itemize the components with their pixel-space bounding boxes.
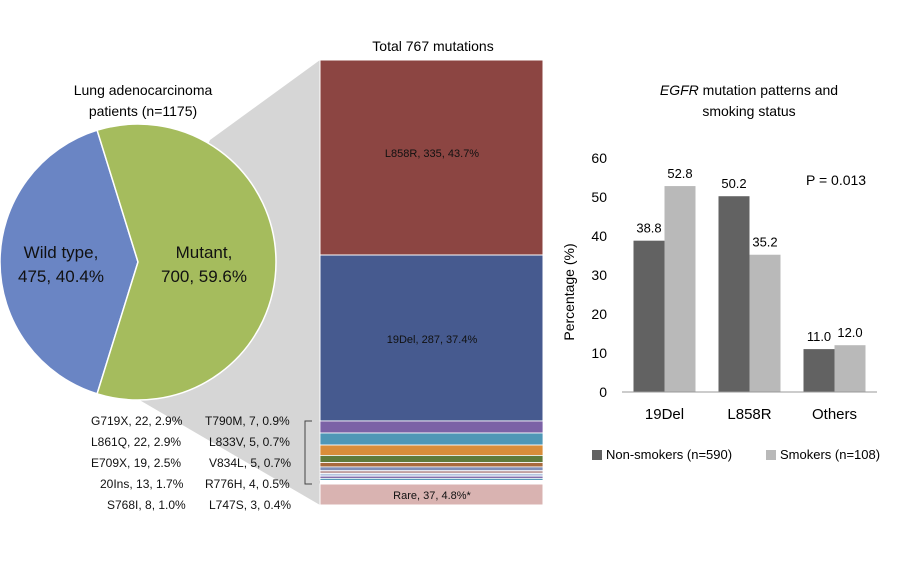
minor-label-s768i: S768I, 8, 1.0%: [107, 498, 186, 512]
bar-value-label-others-smokers: 12.0: [837, 325, 862, 340]
minor-label-e709x: E709X, 19, 2.5%: [91, 456, 182, 470]
x-category-19del: 19Del: [645, 406, 684, 423]
pie-label-mutant-line-1: Mutant,: [176, 243, 233, 262]
bar-value-label-l858r-smokers: 35.2: [752, 235, 777, 250]
bar-value-label-l858r-non-smokers: 50.2: [721, 176, 746, 191]
grouped-bar-chart: EGFR mutation patterns and smoking statu…: [561, 82, 880, 462]
minor-label-l833v: L833V, 5, 0.7%: [209, 435, 290, 449]
segment-g719x: [319, 420, 544, 434]
segment-19del: [319, 254, 544, 422]
pie-chart: Lung adenocarcinoma patients (n=1175) Wi…: [0, 82, 277, 401]
segment-t790m: [319, 466, 544, 472]
x-category-others: Others: [812, 406, 857, 423]
y-axis-label: Percentage (%): [561, 243, 577, 340]
bar-value-label-19del-smokers: 52.8: [667, 166, 692, 181]
pie-title-line-2: patients (n=1175): [89, 103, 197, 119]
segment-l858r: [319, 59, 544, 256]
stacked-bar-title: Total 767 mutations: [372, 38, 493, 54]
segment-l861q: [319, 432, 544, 446]
legend-label-non-smokers: Non-smokers (n=590): [606, 447, 732, 462]
bar-value-label-19del-non-smokers: 38.8: [636, 221, 661, 236]
p-value-annotation: P = 0.013: [806, 172, 866, 188]
bar-series: 38.8 52.8 50.2 35.2 11.0 12.0: [633, 166, 866, 392]
minor-label-g719x: G719X, 22, 2.9%: [91, 414, 183, 428]
minor-label-v834l: V834L, 5, 0.7%: [209, 456, 292, 470]
y-tick-10: 10: [591, 345, 607, 361]
minor-label-l861q: L861Q, 22, 2.9%: [91, 435, 182, 449]
stacked-bar-segments: [319, 59, 544, 506]
pie-label-wild-type-line-1: Wild type,: [24, 243, 99, 262]
minor-label-r776h: R776H, 4, 0.5%: [205, 477, 290, 491]
legend-label-smokers: Smokers (n=108): [780, 447, 880, 462]
bar-l858r-non-smokers: [718, 196, 750, 392]
segment-l747s: [319, 477, 544, 481]
segment-label-19del: 19Del, 287, 37.4%: [387, 334, 478, 346]
y-tick-40: 40: [591, 228, 607, 244]
segment-rare: [319, 483, 544, 506]
bar-chart-title-rest: mutation patterns and: [699, 82, 838, 98]
bar-19del-smokers: [664, 186, 696, 392]
legend-swatch-smokers: [766, 450, 776, 460]
segment-20ins: [319, 455, 544, 463]
segment-e709x: [319, 444, 544, 456]
pie-slice-wild-type: [0, 129, 139, 395]
pie-label-mutant-line-2: 700, 59.6%: [161, 267, 247, 286]
x-category-l858r: L858R: [727, 406, 771, 423]
segment-s768i: [319, 462, 544, 468]
bar-chart-title-line-2: smoking status: [702, 103, 795, 119]
minor-mutations-bracket: [304, 420, 312, 485]
bar-19del-non-smokers: [633, 240, 665, 392]
y-tick-0: 0: [599, 384, 607, 400]
pie-title-line-1: Lung adenocarcinoma: [74, 82, 213, 98]
bar-l858r-smokers: [749, 254, 781, 392]
y-tick-60: 60: [591, 150, 607, 166]
bar-others-non-smokers: [803, 349, 835, 392]
minor-label-20ins: 20Ins, 13, 1.7%: [100, 477, 184, 491]
legend-swatch-non-smokers: [592, 450, 602, 460]
y-tick-30: 30: [591, 267, 607, 283]
y-tick-50: 50: [591, 189, 607, 205]
bar-value-label-others-non-smokers: 11.0: [807, 329, 831, 344]
bar-chart-title-line-1: EGFR mutation patterns and: [660, 82, 838, 98]
segment-v834l: [319, 473, 544, 477]
minor-label-t790m: T790M, 7, 0.9%: [205, 414, 290, 428]
pie-slice-mutant: [96, 123, 277, 401]
segment-label-rare: Rare, 37, 4.8%*: [393, 490, 471, 502]
pie-label-wild-type-line-2: 475, 40.4%: [18, 267, 104, 286]
legend: Non-smokers (n=590) Smokers (n=108): [592, 447, 880, 462]
x-axis-categories: 19Del L858R Others: [645, 406, 857, 423]
y-axis-ticks: 0 10 20 30 40 50 60: [591, 150, 607, 400]
bar-chart-title-italic: EGFR: [660, 82, 699, 98]
segment-label-l858r: L858R, 335, 43.7%: [385, 148, 479, 160]
bar-others-smokers: [834, 345, 866, 392]
stacked-bar-chart: Total 767 mutations L858R, 335, 43.7% 19…: [304, 38, 544, 506]
y-tick-20: 20: [591, 306, 607, 322]
minor-label-l747s: L747S, 3, 0.4%: [209, 498, 292, 512]
segment-l833v: [319, 470, 544, 474]
